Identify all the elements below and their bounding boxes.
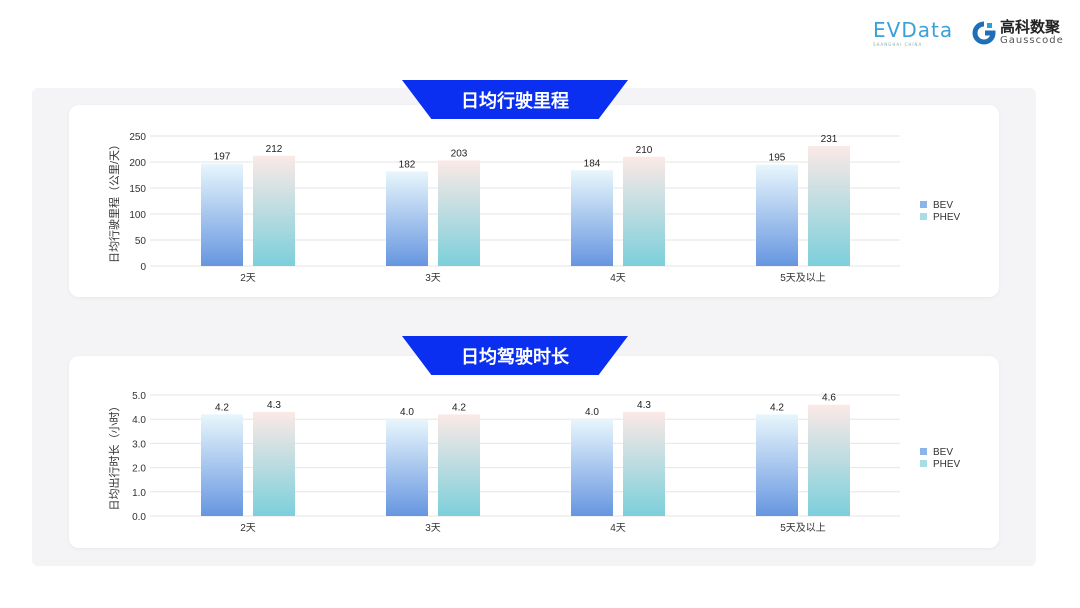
data-label: 182 xyxy=(399,159,416,170)
legend-label-phev: PHEV xyxy=(933,459,961,470)
legend-swatch-phev xyxy=(920,460,927,467)
data-label: 4.6 xyxy=(822,393,836,404)
bev-bar xyxy=(571,170,613,266)
y-tick-label: 200 xyxy=(129,158,146,169)
data-label: 212 xyxy=(266,144,283,155)
gausscode-logo-icon xyxy=(972,21,996,45)
y-tick-label: 250 xyxy=(129,132,146,143)
y-tick-label: 100 xyxy=(129,210,146,221)
y-axis-label: 日均出行时长（小时） xyxy=(107,401,121,511)
phev-bar xyxy=(438,414,480,516)
x-tick-label: 4天 xyxy=(610,523,626,534)
y-tick-label: 3.0 xyxy=(132,439,146,450)
data-label: 4.3 xyxy=(267,400,281,411)
legend-label-phev: PHEV xyxy=(933,212,961,223)
legend-swatch-bev xyxy=(920,448,927,455)
duration-bar-chart: 0.0 1.0 2.0 3.0 4.0 5.0 日均出行时长（小时） 2天 4.2 4.3 3天 4.… xyxy=(107,391,961,534)
y-tick-label: 0 xyxy=(140,262,146,273)
x-tick-label: 5天及以上 xyxy=(780,522,826,534)
legend-swatch-phev xyxy=(920,213,927,220)
gausscode-logo: 高科数聚 Gausscode xyxy=(972,20,1064,46)
data-label: 195 xyxy=(769,153,786,164)
data-label: 210 xyxy=(636,145,653,156)
data-label: 197 xyxy=(214,152,231,163)
bev-bar xyxy=(571,419,613,516)
phev-bar xyxy=(623,156,665,266)
x-tick-label: 3天 xyxy=(425,523,441,534)
x-tick-label: 3天 xyxy=(425,273,441,284)
data-label: 184 xyxy=(584,158,601,169)
y-tick-label: 5.0 xyxy=(132,391,146,402)
y-tick-label: 0.0 xyxy=(132,512,146,523)
bev-bar xyxy=(386,171,428,266)
gausscode-logo-en: Gausscode xyxy=(1000,35,1064,46)
data-label: 4.0 xyxy=(585,407,599,418)
x-tick-label: 2天 xyxy=(240,523,256,534)
x-tick-label: 5天及以上 xyxy=(780,272,826,284)
data-label: 4.3 xyxy=(637,400,651,411)
phev-bar xyxy=(438,160,480,266)
bev-bar xyxy=(756,164,798,266)
evdata-logo-sub: SHANGHAI CHINA xyxy=(873,42,923,47)
data-label: 4.2 xyxy=(770,402,784,413)
mileage-title-banner: 日均行驶里程 xyxy=(402,80,628,119)
phev-bar xyxy=(253,155,295,266)
data-label: 4.0 xyxy=(400,407,414,418)
legend-label-bev: BEV xyxy=(933,447,953,458)
gausscode-logo-cn: 高科数聚 xyxy=(1000,18,1061,36)
mileage-bar-chart: 0 50 100 150 200 250 日均行驶里程（公里/天） 2天 197 212 3天 182… xyxy=(107,132,961,284)
duration-title-banner: 日均驾驶时长 xyxy=(402,336,628,375)
y-tick-label: 2.0 xyxy=(132,464,146,475)
legend-swatch-bev xyxy=(920,201,927,208)
y-tick-label: 50 xyxy=(135,236,147,247)
evdata-logo-text: EVData xyxy=(873,18,954,42)
y-axis-label: 日均行驶里程（公里/天） xyxy=(107,139,121,263)
bev-bar xyxy=(201,414,243,516)
phev-bar xyxy=(253,411,295,516)
x-tick-label: 4天 xyxy=(610,273,626,284)
phev-bar xyxy=(623,411,665,516)
y-tick-label: 150 xyxy=(129,184,146,195)
bev-bar xyxy=(756,414,798,516)
data-label: 231 xyxy=(821,134,838,145)
legend-label-bev: BEV xyxy=(933,200,953,211)
phev-bar xyxy=(808,145,850,266)
bev-bar xyxy=(386,419,428,516)
x-tick-label: 2天 xyxy=(240,273,256,284)
data-label: 4.2 xyxy=(215,402,229,413)
evdata-logo: EVData SHANGHAI CHINA xyxy=(873,18,953,47)
data-label: 4.2 xyxy=(452,402,466,413)
data-label: 203 xyxy=(451,148,468,159)
phev-bar xyxy=(808,404,850,516)
y-tick-label: 1.0 xyxy=(132,488,146,499)
bev-bar xyxy=(201,163,243,266)
y-tick-label: 4.0 xyxy=(132,415,146,426)
